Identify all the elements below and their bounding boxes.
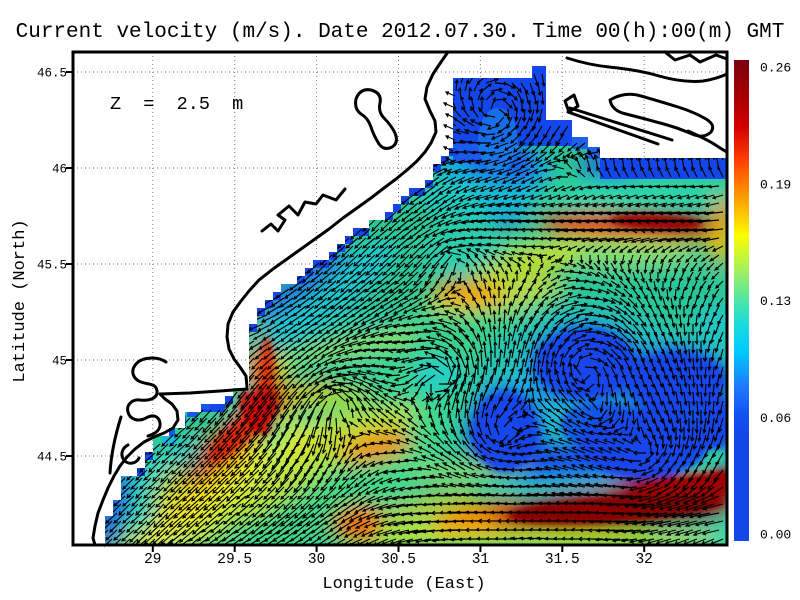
svg-text:0.26: 0.26 xyxy=(760,61,791,76)
svg-text:46.5: 46.5 xyxy=(37,66,67,80)
svg-text:30: 30 xyxy=(308,552,325,568)
svg-text:29.5: 29.5 xyxy=(217,552,252,568)
svg-text:Z = 2.5 m: Z = 2.5 m xyxy=(110,94,243,115)
svg-text:0.13: 0.13 xyxy=(760,294,791,309)
svg-text:46: 46 xyxy=(52,162,67,176)
svg-text:31.5: 31.5 xyxy=(545,552,580,568)
svg-text:31: 31 xyxy=(472,552,489,568)
svg-text:29: 29 xyxy=(144,552,161,568)
svg-text:30.5: 30.5 xyxy=(381,552,416,568)
svg-text:0.00: 0.00 xyxy=(760,528,791,543)
svg-text:0.06: 0.06 xyxy=(760,411,791,426)
svg-text:44.5: 44.5 xyxy=(37,450,67,464)
svg-text:Longitude (East): Longitude (East) xyxy=(322,575,485,594)
svg-text:32: 32 xyxy=(635,552,652,568)
svg-text:45.5: 45.5 xyxy=(37,258,67,272)
svg-text:0.19: 0.19 xyxy=(760,177,791,192)
svg-text:Current velocity (m/s). Date 2: Current velocity (m/s). Date 2012.07.30.… xyxy=(16,21,785,44)
svg-text:Latitude (North): Latitude (North) xyxy=(11,219,30,382)
svg-text:45: 45 xyxy=(52,354,67,368)
